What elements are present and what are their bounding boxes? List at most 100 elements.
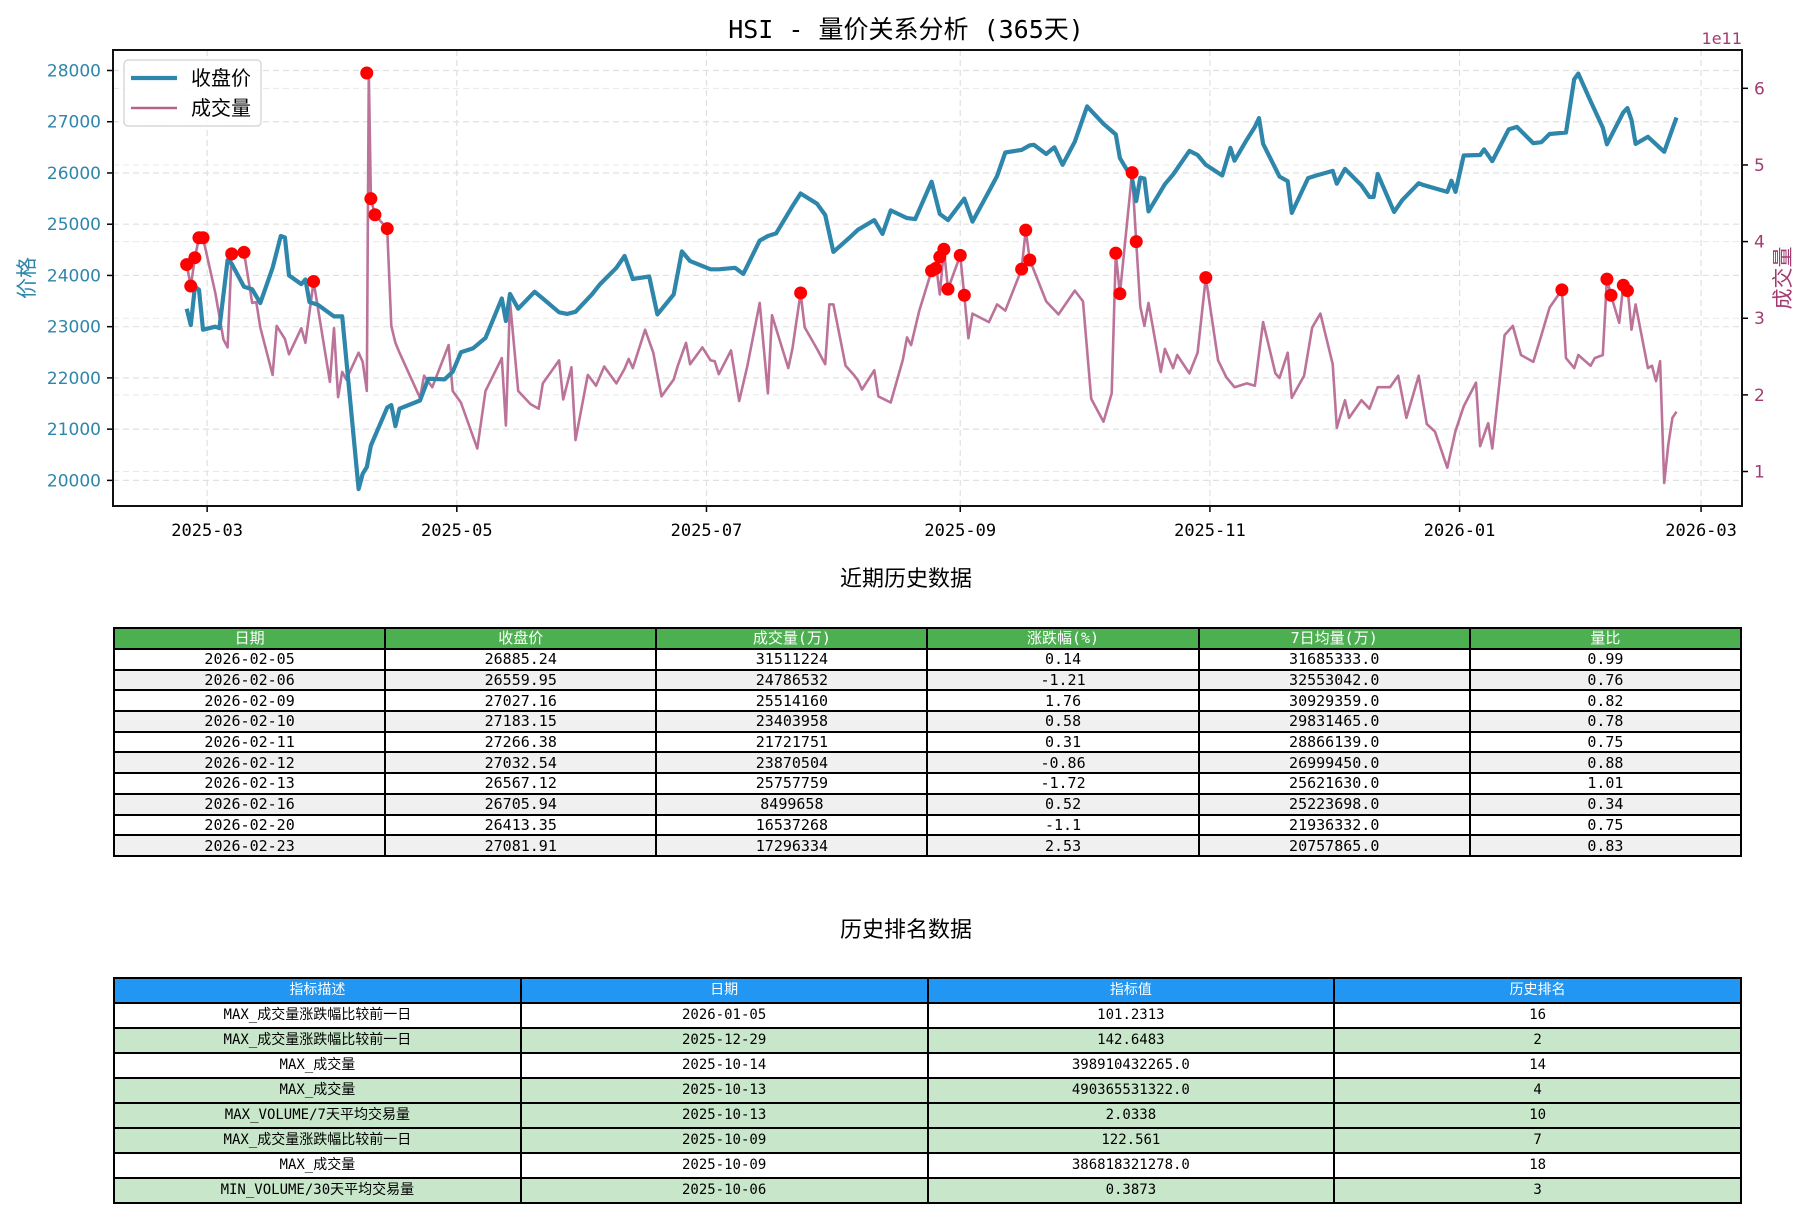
- recent-table-header: 日期 收盘价 成交量(万) 涨跌幅(%) 7日均量(万) 量比: [112, 627, 1743, 650]
- y2-offset-text: 1e11: [1702, 29, 1742, 48]
- table-row: MAX_成交量涨跌幅比较前一日 2025-10-09 122.561 7: [113, 1127, 1742, 1154]
- history-rank-table: 指标描述 日期 指标值 历史排名 MAX_成交量涨跌幅比较前一日 2026-01-05 1…: [113, 977, 1742, 1204]
- table-row: 2026-02-11 27266.38 21721751 0.31 28866139.0…: [112, 730, 1743, 754]
- chart-title: HSI - 量价关系分析 (365天): [728, 15, 1084, 44]
- table-cell: 29831465.0: [1197, 710, 1471, 733]
- anomaly-marker: [794, 286, 808, 300]
- table-cell: 2026-02-11: [112, 730, 387, 754]
- table-cell: 2025-10-09: [519, 1127, 929, 1154]
- anomaly-marker: [1620, 284, 1634, 298]
- table-cell: -0.86: [926, 751, 1200, 775]
- anomaly-marker: [1125, 166, 1139, 180]
- table-cell: 0.78: [1468, 710, 1743, 733]
- table-cell: 26705.94: [384, 792, 658, 816]
- y-tick-label: 20000: [47, 471, 101, 491]
- table-cell: 2.0338: [926, 1102, 1336, 1129]
- table-cell: 2026-02-05: [112, 648, 387, 671]
- anomaly-marker: [1019, 223, 1033, 237]
- table-cell: 17296334: [655, 834, 929, 857]
- x-tick-label: 2025-03: [171, 521, 243, 541]
- legend-price: 收盘价: [191, 66, 251, 90]
- y-tick-label: 24000: [47, 266, 101, 286]
- table-cell: 14: [1333, 1052, 1742, 1079]
- table-cell: 2025-12-29: [519, 1027, 929, 1054]
- table-cell: 16537268: [655, 813, 929, 837]
- table-cell: 24786532: [655, 668, 929, 692]
- table-cell: 0.75: [1468, 730, 1743, 754]
- table-cell: 27032.54: [384, 751, 658, 775]
- table-cell: 0.99: [1468, 648, 1743, 671]
- recent-col-header: 收盘价: [384, 627, 658, 650]
- y2-axis-label: 成交量: [1771, 247, 1795, 310]
- table-cell: 2026-02-12: [112, 751, 387, 775]
- table-cell: 0.14: [926, 648, 1200, 671]
- table-row: MIN_VOLUME/30天平均交易量 2025-10-06 0.3873 3: [113, 1177, 1742, 1204]
- y-tick-label: 21000: [47, 420, 101, 440]
- recent-col-header: 7日均量(万): [1197, 627, 1471, 650]
- anomaly-marker: [937, 242, 951, 256]
- anomaly-marker: [1555, 283, 1569, 297]
- x-tick-label: 2025-07: [671, 521, 743, 541]
- table-cell: 30929359.0: [1197, 689, 1471, 713]
- table-cell: 0.31: [926, 730, 1200, 754]
- chart-axes: 20000 21000 22000 23000 24000 25000 26000 27000…: [15, 29, 1795, 541]
- y-tick-label: 25000: [47, 215, 101, 235]
- rank-table-header: 指标描述 日期 指标值 历史排名: [113, 977, 1742, 1004]
- table-cell: 1.76: [926, 689, 1200, 713]
- table-cell: 31685333.0: [1197, 648, 1471, 671]
- y2-tick-label: 4: [1754, 233, 1765, 253]
- table-cell: 2025-10-13: [519, 1102, 929, 1129]
- anomaly-marker: [368, 208, 382, 222]
- table-cell: 27266.38: [384, 730, 658, 754]
- table-cell: -1.21: [926, 668, 1200, 692]
- table-cell: 2026-02-13: [112, 772, 387, 795]
- table-cell: MAX_VOLUME/7天平均交易量: [113, 1102, 522, 1129]
- table-cell: 398910432265.0: [926, 1052, 1336, 1079]
- y2-tick-label: 6: [1754, 79, 1765, 99]
- table-cell: 2026-02-10: [112, 710, 387, 733]
- table-cell: 2026-02-23: [112, 834, 387, 857]
- table-cell: 32553042.0: [1197, 668, 1471, 692]
- table-cell: 27027.16: [384, 689, 658, 713]
- anomaly-marker: [1604, 288, 1618, 302]
- table-cell: 2026-02-06: [112, 668, 387, 692]
- table-cell: 21721751: [655, 730, 929, 754]
- y-tick-label: 26000: [47, 164, 101, 184]
- anomaly-marker: [1015, 262, 1029, 276]
- rank-col-header: 指标值: [926, 977, 1336, 1004]
- recent-col-header: 日期: [112, 627, 387, 650]
- table-cell: 18: [1333, 1152, 1742, 1179]
- table-row: MAX_VOLUME/7天平均交易量 2025-10-13 2.0338 10: [113, 1102, 1742, 1129]
- y-tick-label: 27000: [47, 113, 101, 133]
- anomaly-marker: [1109, 246, 1123, 260]
- table-cell: 101.2313: [926, 1002, 1336, 1029]
- anomaly-marker: [941, 282, 955, 296]
- table-cell: 2026-02-09: [112, 689, 387, 713]
- table-row: MAX_成交量涨跌幅比较前一日 2025-12-29 142.6483 2: [113, 1027, 1742, 1054]
- table-cell: 2026-02-20: [112, 813, 387, 837]
- anomaly-marker: [1023, 253, 1037, 267]
- table-cell: 21936332.0: [1197, 813, 1471, 837]
- y2-tick-label: 3: [1754, 309, 1765, 329]
- table-cell: 27183.15: [384, 710, 658, 733]
- table-row: 2026-02-20 26413.35 16537268 -1.1 21936332.0…: [112, 813, 1743, 837]
- table-cell: 25514160: [655, 689, 929, 713]
- table-cell: 2026-01-05: [519, 1002, 929, 1029]
- recent-col-header: 量比: [1468, 627, 1743, 650]
- anomaly-marker: [364, 192, 378, 206]
- table-cell: 31511224: [655, 648, 929, 671]
- table-cell: 4: [1333, 1077, 1742, 1104]
- table-cell: 142.6483: [926, 1027, 1336, 1054]
- price-volume-chart: 20000 21000 22000 23000 24000 25000 26000 27000…: [15, 29, 1795, 541]
- anomaly-marker: [184, 279, 198, 293]
- anomaly-marker: [307, 274, 321, 288]
- recent-col-header: 成交量(万): [655, 627, 929, 650]
- rank-col-header: 历史排名: [1333, 977, 1742, 1004]
- y2-tick-label: 5: [1754, 156, 1765, 176]
- table-row: 2026-02-10 27183.15 23403958 0.58 29831465.0…: [112, 710, 1743, 733]
- table-row: 2026-02-06 26559.95 24786532 -1.21 32553042.…: [112, 668, 1743, 692]
- y-tick-label: 23000: [47, 318, 101, 338]
- table-cell: 122.561: [926, 1127, 1336, 1154]
- rank-data-title: 历史排名数据: [839, 918, 972, 943]
- y2-tick-label: 1: [1754, 463, 1765, 483]
